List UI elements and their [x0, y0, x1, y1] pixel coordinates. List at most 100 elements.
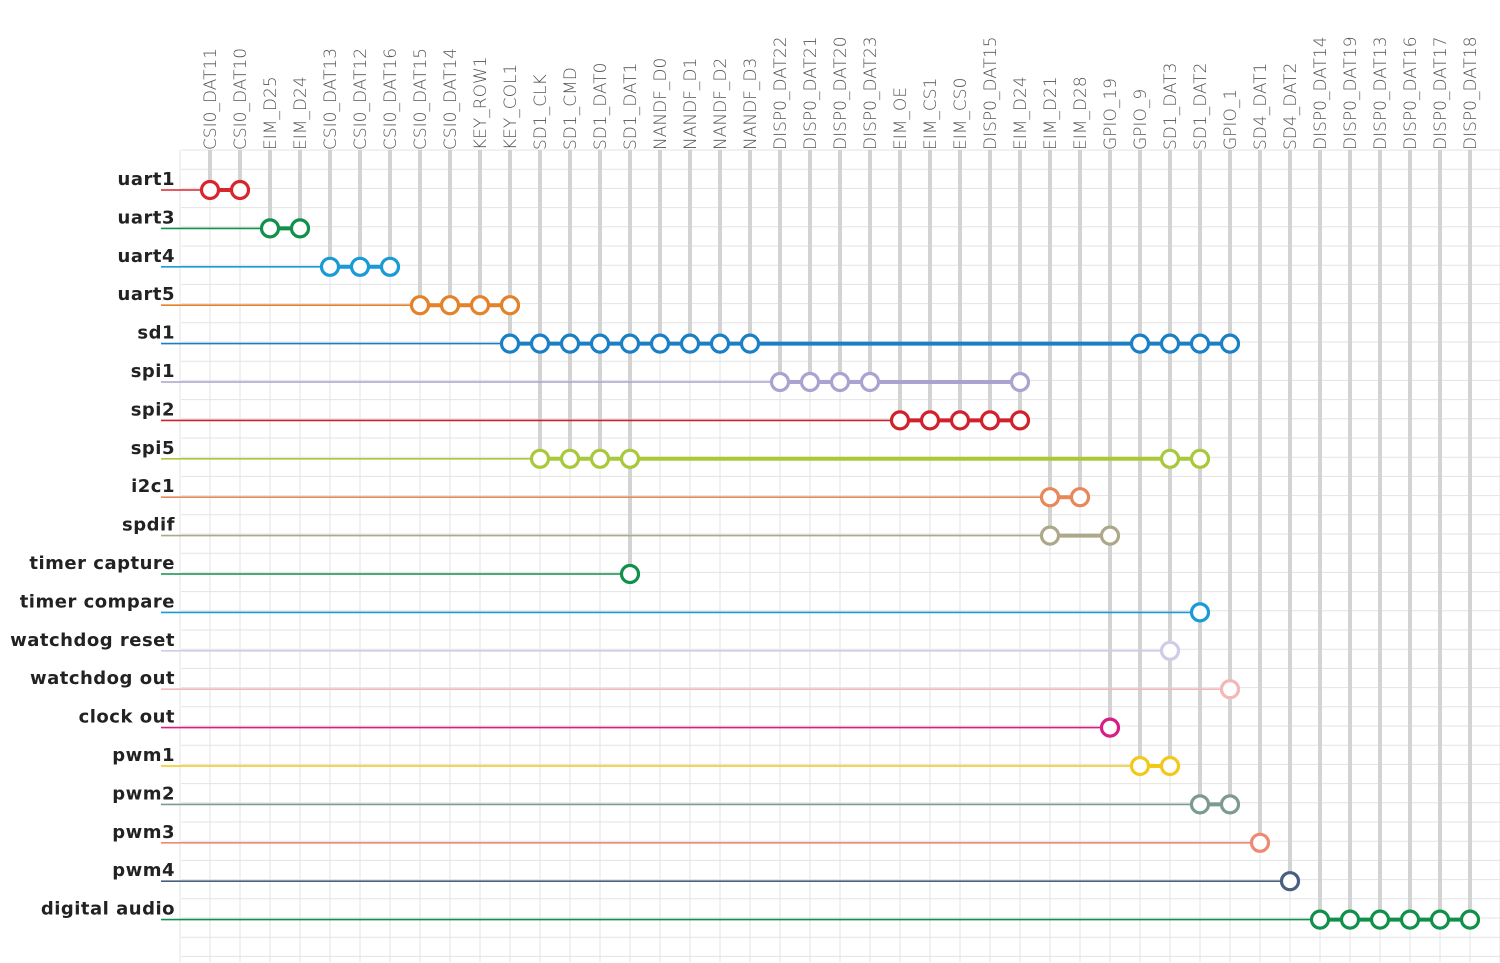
pin-label: EIM_D24: [1011, 76, 1031, 150]
pin-label: SD1_CMD: [561, 67, 581, 150]
pin-marker: [199, 179, 221, 201]
function-row: watchdog reset: [10, 630, 1181, 661]
function-row: clock out: [79, 707, 1121, 738]
function-rows: uart1 uart3 uart4 uart5 sd1 spi1 spi2 spi5 i2c1 s…: [10, 169, 1481, 930]
pin-marker: [739, 333, 761, 354]
pin-label: CSI0_DAT11: [201, 48, 221, 150]
pin-label: DISP0_DAT13: [1371, 36, 1391, 150]
pin-marker: [619, 448, 641, 469]
pin-marker: [349, 256, 371, 277]
function-label: watchdog reset: [10, 630, 175, 651]
pin-label: EIM_OE: [891, 87, 911, 150]
function-label: uart3: [118, 207, 175, 228]
pin-marker: [439, 295, 461, 316]
pin-label: NANDF_D3: [741, 58, 761, 150]
pin-marker: [1189, 333, 1211, 354]
function-row: timer capture: [29, 553, 641, 585]
function-label: timer capture: [29, 553, 175, 574]
pin-marker: [1339, 909, 1361, 930]
function-label: spi2: [131, 399, 175, 420]
pin-label: SD1_DAT3: [1161, 63, 1181, 151]
function-label: sd1: [137, 323, 175, 344]
pin-label: DISP0_DAT15: [981, 36, 1001, 150]
function-label: clock out: [79, 707, 175, 728]
pin-marker: [619, 333, 641, 354]
pin-label: SD1_DAT2: [1191, 63, 1211, 151]
pin-marker: [529, 448, 551, 469]
pin-marker: [319, 256, 341, 277]
function-label: pwm3: [112, 822, 175, 843]
function-row: spdif: [122, 515, 1121, 546]
pin-marker: [499, 295, 521, 316]
function-label: spi5: [131, 438, 175, 459]
function-label: uart4: [118, 246, 175, 267]
pin-marker: [1039, 487, 1061, 508]
pin-marker: [499, 333, 521, 354]
function-row: uart4: [118, 246, 401, 277]
function-row: timer compare: [20, 591, 1211, 623]
pin-marker: [979, 410, 1001, 431]
function-row: pwm4: [112, 860, 1301, 892]
function-row: uart3: [118, 207, 311, 239]
pin-marker: [1309, 909, 1331, 930]
pin-marker: [889, 410, 911, 431]
pin-label: DISP0_DAT21: [801, 36, 821, 150]
function-label: uart5: [118, 284, 175, 305]
pin-marker: [259, 218, 281, 239]
pin-marker: [859, 371, 881, 393]
pin-marker: [1219, 333, 1241, 354]
pin-label: SD1_CLK: [531, 74, 551, 150]
pin-marker: [949, 410, 971, 431]
pin-label: GPIO_19: [1101, 78, 1121, 150]
pin-marker: [559, 333, 581, 354]
pin-label: DISP0_DAT18: [1461, 36, 1481, 150]
pin-marker: [799, 371, 821, 393]
function-label: timer compare: [20, 591, 175, 612]
pin-label: CSI0_DAT13: [321, 48, 341, 150]
pin-marker: [919, 410, 941, 431]
pin-marker: [589, 448, 611, 469]
function-label: watchdog out: [30, 668, 175, 689]
pin-label: EIM_CS1: [921, 78, 941, 150]
pin-label: EIM_D21: [1041, 76, 1061, 150]
function-label: pwm1: [112, 745, 175, 766]
pin-marker: [1159, 333, 1181, 354]
pin-marker: [1369, 909, 1391, 930]
pin-label: NANDF_D0: [651, 58, 671, 150]
pin-marker: [679, 333, 701, 354]
pin-marker: [1189, 794, 1211, 815]
pin-marker: [1459, 909, 1481, 930]
pin-label: NANDF_D2: [711, 58, 731, 150]
pin-label: DISP0_DAT19: [1341, 36, 1361, 150]
pin-marker: [1279, 871, 1301, 892]
function-label: pwm2: [112, 783, 175, 804]
pin-label: SD4_DAT1: [1251, 63, 1271, 151]
pin-label: DISP0_DAT20: [831, 36, 851, 150]
pin-label: SD1_DAT0: [591, 63, 611, 151]
function-row: uart5: [118, 284, 521, 316]
pin-marker: [1189, 602, 1211, 623]
pin-marker: [409, 295, 431, 316]
pin-label: DISP0_DAT22: [771, 36, 791, 150]
pin-marker: [1159, 640, 1181, 661]
function-row: spi1: [131, 361, 1031, 393]
pin-label: SD4_DAT2: [1281, 63, 1301, 151]
pin-marker: [1249, 832, 1271, 853]
function-row: spi2: [131, 399, 1031, 431]
pin-label: EIM_D28: [1071, 76, 1091, 150]
pin-marker: [1219, 679, 1241, 700]
function-row: i2c1: [131, 476, 1091, 508]
pin-marker: [529, 333, 551, 354]
pin-label: KEY_COL1: [501, 64, 521, 150]
pin-marker: [649, 333, 671, 354]
pin-label: DISP0_DAT17: [1431, 36, 1451, 150]
pin-marker: [1099, 717, 1121, 738]
pin-marker: [289, 218, 311, 239]
function-row: pwm1: [112, 745, 1181, 777]
pin-label: EIM_CS0: [951, 78, 971, 150]
pin-label: CSI0_DAT16: [381, 48, 401, 150]
pin-marker: [1009, 410, 1031, 431]
function-row: sd1: [137, 323, 1241, 354]
pin-label: EIM_D24: [291, 76, 311, 150]
